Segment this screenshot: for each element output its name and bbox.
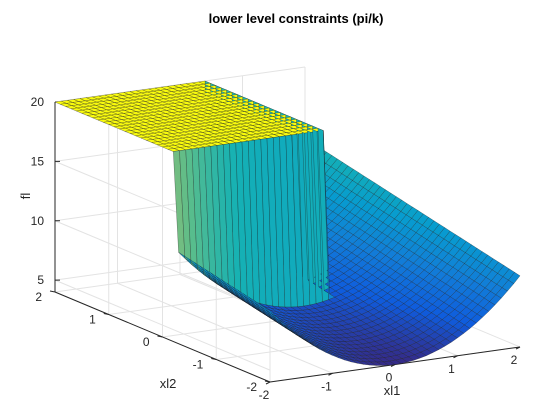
y-tick-mark <box>50 291 55 292</box>
z-tick-label: 15 <box>31 154 45 168</box>
z-axis-label: fl <box>18 193 33 200</box>
y-tick-label: -2 <box>246 380 257 394</box>
x-tick-label: -2 <box>259 388 270 402</box>
z-tick-label: 10 <box>31 214 45 228</box>
x-axis-label: xl1 <box>384 383 401 398</box>
y-tick-label: -1 <box>193 358 204 372</box>
z-tick-label: 20 <box>31 95 45 109</box>
z-tick-label: 5 <box>37 273 44 287</box>
x-tick-label: 2 <box>511 353 518 367</box>
y-tick-label: 1 <box>89 313 96 327</box>
x-tick-label: 1 <box>448 362 455 376</box>
x-tick-label: -1 <box>321 379 332 393</box>
chart-title: lower level constraints (pi/k) <box>209 11 384 26</box>
y-axis-label: xl2 <box>160 376 177 391</box>
y-tick-label: 0 <box>143 335 150 349</box>
y-tick-label: 2 <box>35 290 42 304</box>
